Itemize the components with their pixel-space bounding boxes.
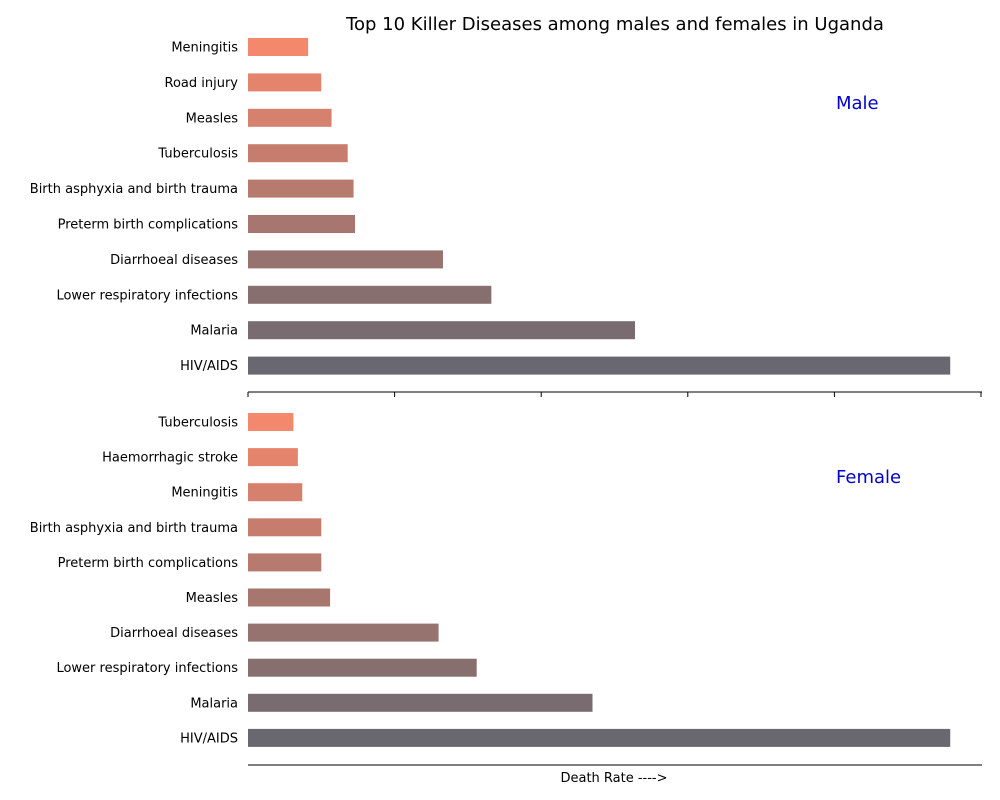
y-tick-label: Preterm birth complications: [58, 556, 239, 571]
y-tick-label: Haemorrhagic stroke: [102, 451, 238, 466]
bar: [248, 413, 294, 431]
bar: [248, 448, 298, 467]
bar: [248, 728, 951, 747]
female-panel: Female Tuberculosis Haemorrhagic stroke Me…: [30, 413, 982, 766]
bar: [248, 553, 322, 572]
bar: [248, 518, 322, 537]
bar: [248, 321, 636, 340]
male-panel: Male Meningitis Road injury Measles Tubercu…: [30, 38, 982, 397]
y-tick-label: Meningitis: [171, 41, 238, 56]
bar: [248, 693, 593, 712]
y-tick-label: Preterm birth complications: [58, 218, 239, 233]
panel-label-female: Female: [836, 467, 901, 488]
x-axis-label: Death Rate ---->: [560, 771, 667, 786]
y-tick-label: Diarrhoeal diseases: [110, 253, 238, 268]
y-tick-label: Measles: [186, 111, 239, 126]
bar: [248, 356, 951, 375]
y-tick-label: Tuberculosis: [157, 416, 238, 431]
y-tick-label: Malaria: [190, 696, 238, 711]
bar: [248, 215, 356, 233]
y-tick-label: HIV/AIDS: [180, 359, 238, 374]
bar: [248, 179, 354, 198]
y-tick-label: Meningitis: [171, 486, 238, 501]
y-tick-label: Lower respiratory infections: [56, 661, 238, 676]
y-tick-label: Diarrhoeal diseases: [110, 626, 238, 641]
bar: [248, 285, 492, 304]
y-tick-label: Malaria: [190, 324, 238, 339]
bar: [248, 73, 322, 92]
bar: [248, 588, 331, 607]
bar: [248, 38, 309, 56]
panel-label-male: Male: [836, 93, 879, 114]
y-tick-label: Tuberculosis: [157, 147, 238, 162]
bar: [248, 250, 443, 269]
y-tick-label: Road injury: [165, 76, 239, 91]
y-tick-label: Measles: [186, 591, 239, 606]
bar: [248, 108, 332, 127]
y-tick-label: Birth asphyxia and birth trauma: [30, 521, 238, 536]
bar: [248, 623, 439, 642]
bar: [248, 658, 477, 677]
bar: [248, 483, 303, 502]
chart-title: Top 10 Killer Diseases among males and f…: [345, 14, 884, 35]
bar: [248, 144, 348, 163]
y-tick-label: Lower respiratory infections: [56, 288, 238, 303]
y-tick-label: Birth asphyxia and birth trauma: [30, 182, 238, 197]
y-tick-label: HIV/AIDS: [180, 731, 238, 746]
